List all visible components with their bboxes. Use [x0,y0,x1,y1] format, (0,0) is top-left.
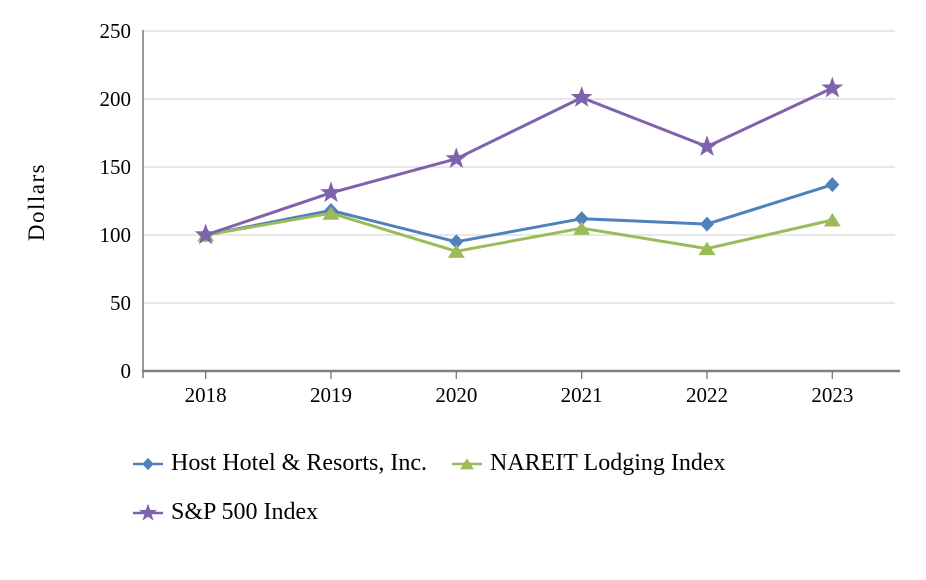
data-point-marker [449,234,464,250]
y-tick-label: 250 [100,19,132,43]
chart-plot-area: 0 50 100 150 200 250 2018 2019 2020 2021 2022 2023… [24,19,900,407]
series-line [204,86,834,237]
y-tick-label: 200 [100,87,132,111]
x-tick-label: 2021 [561,383,603,407]
series-1 [197,206,841,258]
data-point-marker [320,181,342,203]
legend-row-2: S&P 500 Index [132,499,926,526]
legend-label-host-hotel: Host Hotel & Resorts, Inc. [171,450,427,476]
data-point-marker [445,147,468,169]
legend-item-sp500: S&P 500 Index [132,499,318,526]
x-tick-label: 2018 [185,383,227,407]
y-tick-label: 50 [110,291,131,315]
x-tick-label: 2020 [435,383,477,407]
axes [142,30,900,379]
y-axis-tick-labels: 0 50 100 150 200 250 [100,19,132,383]
data-point-marker [574,211,589,227]
legend-label-sp500: S&P 500 Index [171,499,319,525]
data-point-marker [447,244,465,258]
y-tick-label: 100 [100,223,132,247]
data-point-marker [573,221,591,235]
y-tick-label: 150 [100,155,132,179]
legend-marker-glyph [139,503,157,521]
purple-star-series-icon [133,503,163,521]
series-0 [198,177,840,250]
data-point-marker [825,177,840,193]
x-tick-label: 2023 [811,383,853,407]
y-axis-title: Dollars [24,163,49,241]
series-2 [194,76,844,245]
data-point-marker [823,213,841,227]
chart-legend: Host Hotel & Resorts, Inc. NAREIT Lodgin… [132,450,926,526]
series-line [204,183,834,244]
x-tick-label: 2019 [310,383,352,407]
data-series [194,76,844,258]
legend-item-nareit-lodging: NAREIT Lodging Index [451,450,726,477]
data-point-marker [194,223,217,245]
series-line [204,211,834,253]
legend-row-1: Host Hotel & Resorts, Inc. NAREIT Lodgin… [132,450,926,477]
green-triangle-series-icon [451,457,482,469]
data-point-marker [821,76,844,98]
legend-marker-glyph [460,457,474,469]
data-point-marker [698,241,716,256]
x-tick-label: 2022 [686,383,728,407]
legend-marker-glyph [142,457,154,470]
data-point-marker [570,86,593,107]
y-tick-label: 0 [121,359,132,383]
data-point-marker [700,216,714,232]
legend-item-host-hotel: Host Hotel & Resorts, Inc. [132,450,427,477]
x-axis-tick-labels: 2018 2019 2020 2021 2022 2023 [185,383,854,407]
blue-diamond-series-icon [133,457,163,470]
data-point-marker [696,135,718,156]
gridlines [143,30,895,304]
legend-label-nareit-lodging: NAREIT Lodging Index [489,450,726,476]
data-point-marker [322,206,340,220]
